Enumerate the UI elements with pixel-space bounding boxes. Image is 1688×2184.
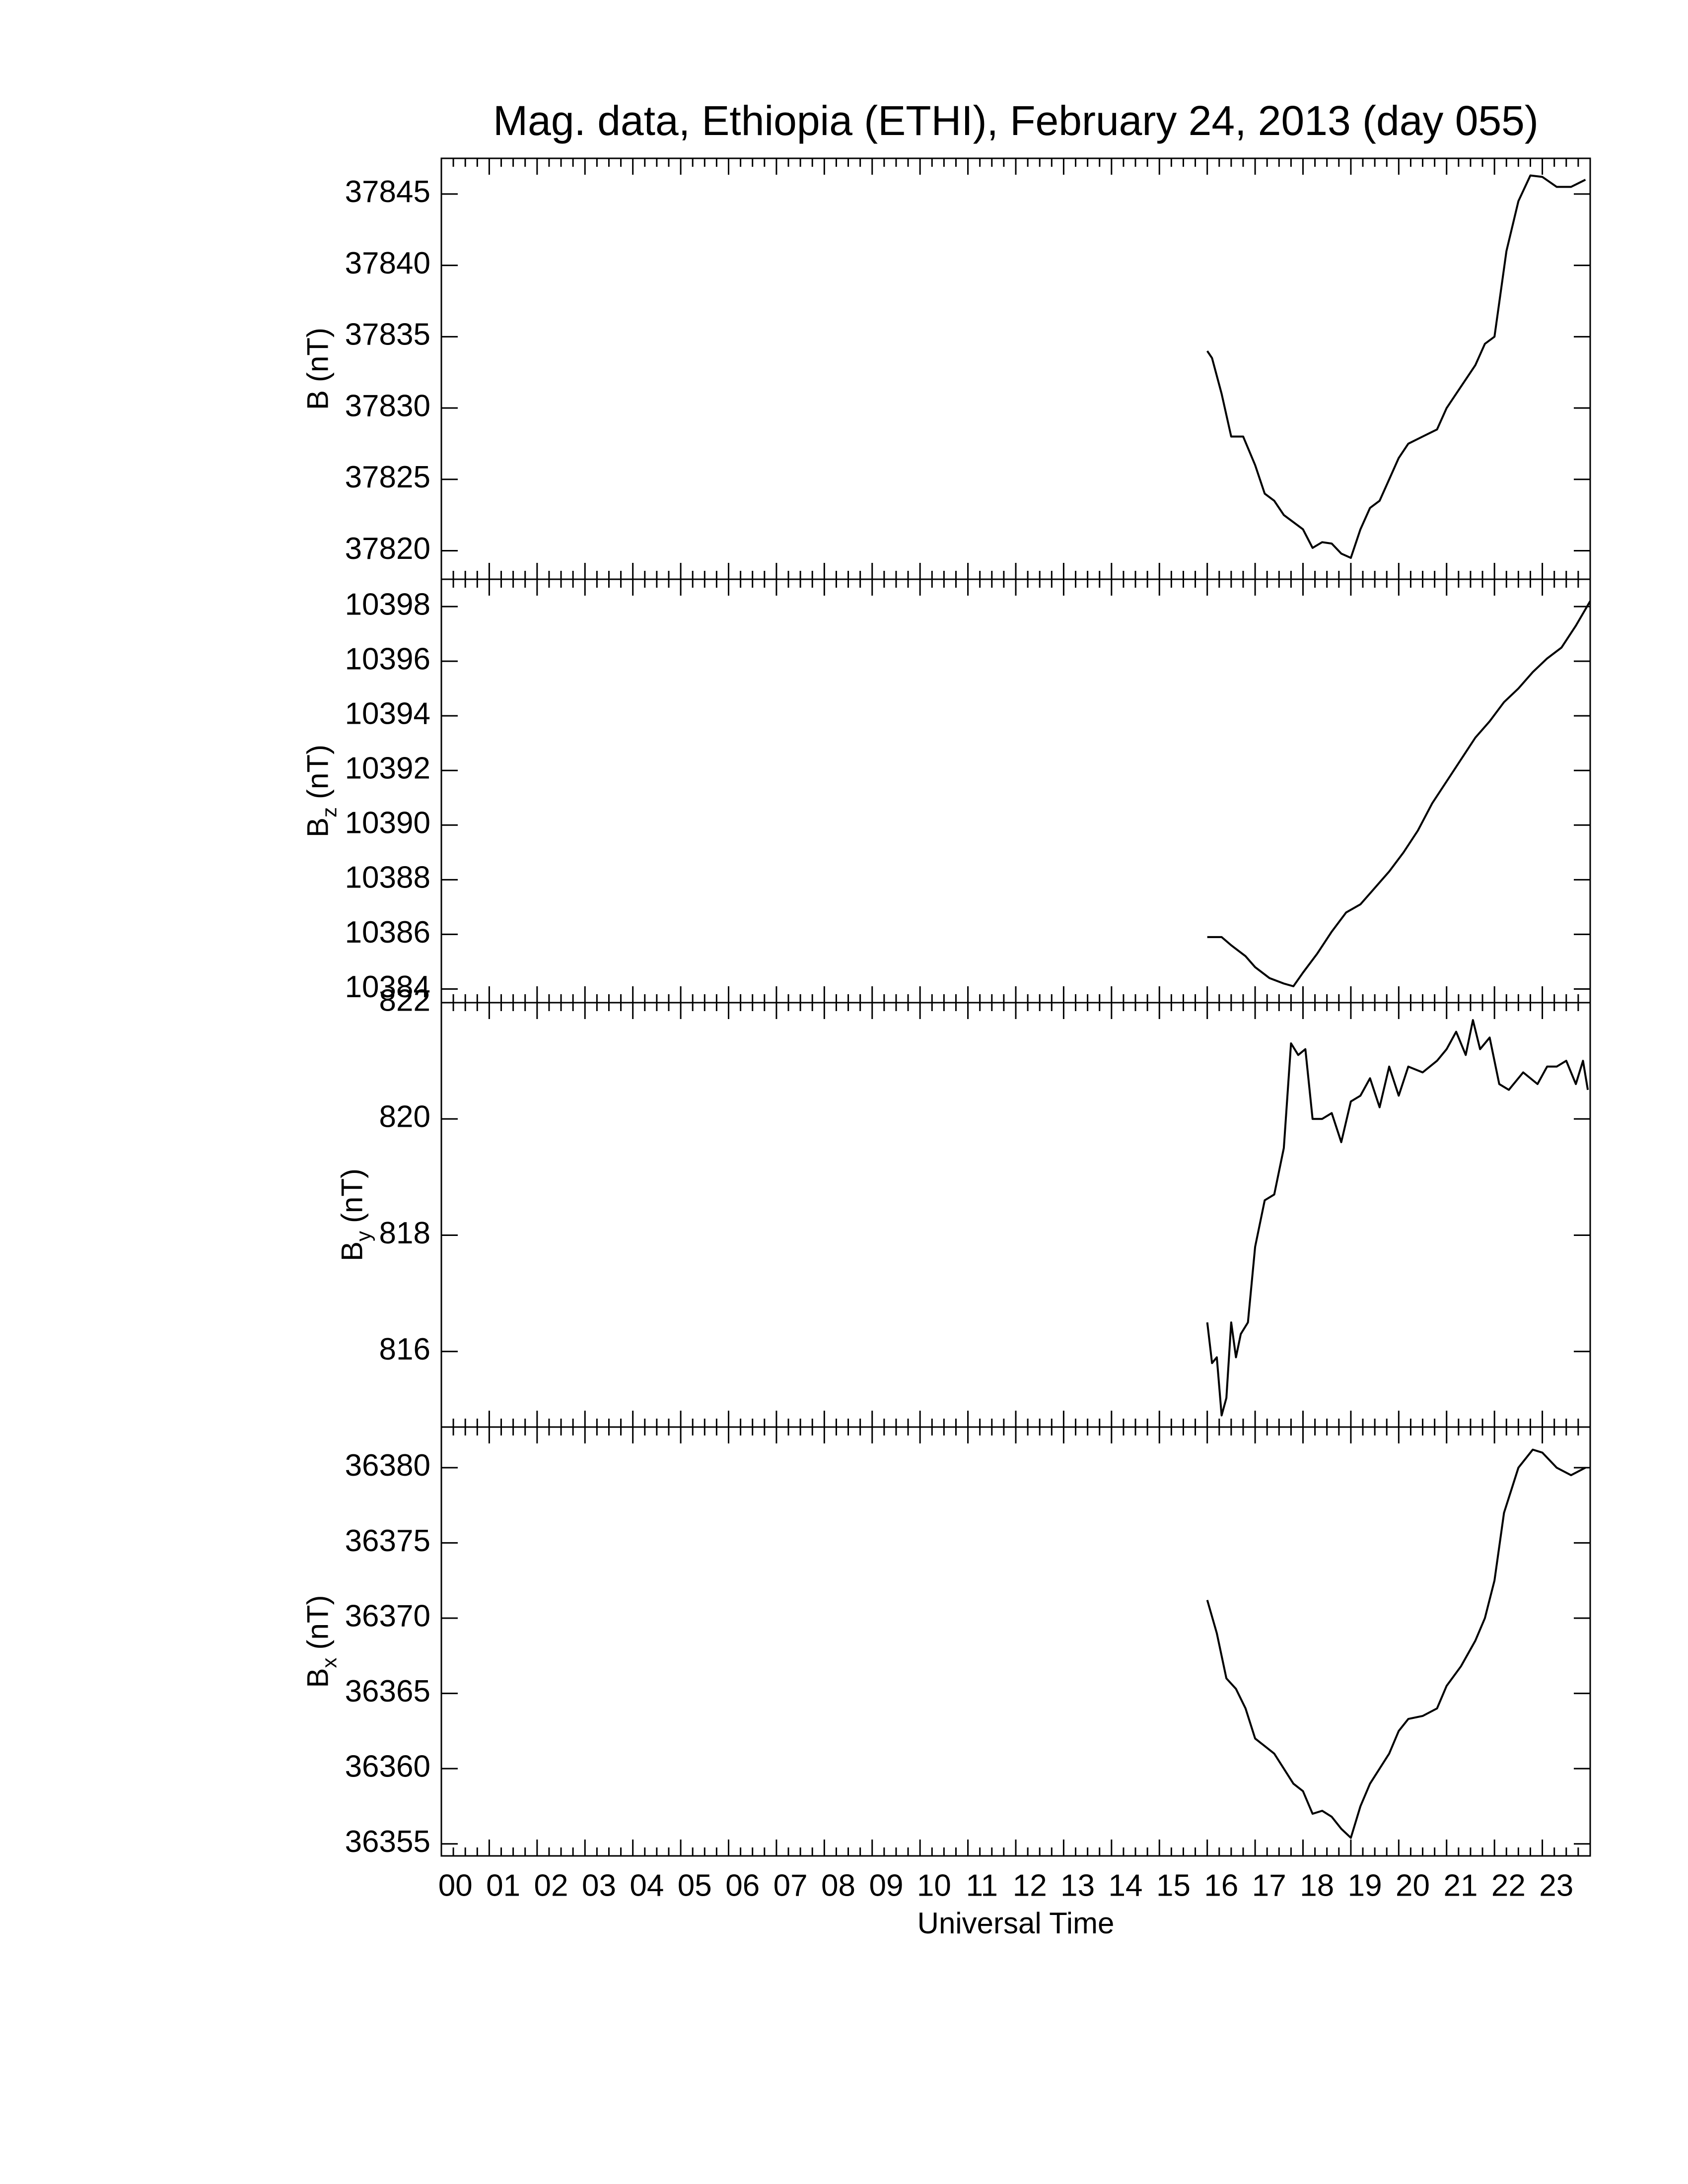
x-tick-label: 18 <box>1300 1868 1334 1903</box>
x-tick-label: 21 <box>1443 1868 1477 1903</box>
y-tick-label: 10392 <box>345 751 430 786</box>
x-tick-label: 14 <box>1109 1868 1143 1903</box>
x-axis-label: Universal Time <box>917 1907 1115 1940</box>
x-tick-label: 03 <box>582 1868 616 1903</box>
x-tick-label: 16 <box>1204 1868 1238 1903</box>
y-tick-label: 37840 <box>345 246 430 280</box>
x-tick-label: 01 <box>486 1868 520 1903</box>
y-tick-label: 10396 <box>345 642 430 676</box>
y-label-symbol: B <box>301 818 334 837</box>
y-tick-label: 10394 <box>345 697 430 731</box>
x-tick-label: 12 <box>1013 1868 1047 1903</box>
y-label-unit: (nT) <box>335 1168 368 1223</box>
y-tick-label: 37825 <box>345 460 430 494</box>
data-line <box>1206 1019 1589 1417</box>
x-tick-label: 17 <box>1252 1868 1286 1903</box>
x-tick-label: 23 <box>1539 1868 1573 1903</box>
x-tick-label: 10 <box>917 1868 951 1903</box>
x-tick-label: 20 <box>1396 1868 1430 1903</box>
y-axis-label: By (nT) <box>335 1168 375 1261</box>
x-tick-label: 22 <box>1491 1868 1526 1903</box>
y-label-unit: (nT) <box>301 1595 334 1649</box>
x-tick-label: 02 <box>534 1868 568 1903</box>
x-tick-label: 04 <box>630 1868 664 1903</box>
y-tick-label: 10398 <box>345 587 430 621</box>
data-line <box>1206 1448 1586 1839</box>
y-tick-label: 822 <box>379 983 430 1018</box>
x-tick-label: 08 <box>821 1868 855 1903</box>
x-tick-label: 05 <box>678 1868 712 1903</box>
x-tick-label: 19 <box>1348 1868 1382 1903</box>
figure-title: Mag. data, Ethiopia (ETHI), February 24,… <box>493 97 1539 144</box>
y-label-subscript: y <box>352 1231 375 1241</box>
y-axis-label: B (nT) <box>301 328 334 410</box>
y-label-symbol: B <box>335 1241 368 1261</box>
x-tick-label: 09 <box>869 1868 903 1903</box>
y-tick-label: 36370 <box>345 1599 430 1633</box>
y-axis-label: Bz (nT) <box>301 745 341 837</box>
data-line <box>1206 174 1586 559</box>
x-tick-label: 07 <box>774 1868 808 1903</box>
x-tick-label: 06 <box>725 1868 760 1903</box>
y-tick-label: 37845 <box>345 175 430 209</box>
y-tick-label: 816 <box>379 1332 430 1366</box>
y-tick-label: 36360 <box>345 1750 430 1784</box>
y-tick-label: 10390 <box>345 806 430 840</box>
y-axis-label: Bx (nT) <box>301 1595 341 1688</box>
y-tick-label: 36355 <box>345 1825 430 1859</box>
y-label-unit: (nT) <box>301 745 334 799</box>
y-tick-label: 37820 <box>345 532 430 566</box>
y-label-unit: (nT) <box>301 328 334 382</box>
x-tick-label: 11 <box>966 1868 998 1903</box>
y-tick-label: 36380 <box>345 1448 430 1483</box>
x-tick-label: 15 <box>1156 1868 1191 1903</box>
data-line <box>1207 600 1591 987</box>
y-label-subscript: z <box>318 807 341 818</box>
y-tick-label: 820 <box>379 1100 430 1134</box>
y-label-symbol: B <box>301 1668 334 1688</box>
y-tick-label: 36375 <box>345 1524 430 1558</box>
x-tick-label: 00 <box>438 1868 473 1903</box>
y-tick-label: 818 <box>379 1216 430 1250</box>
y-label-subscript: x <box>318 1657 341 1668</box>
y-tick-label: 37830 <box>345 389 430 423</box>
y-tick-label: 10386 <box>345 915 430 950</box>
y-tick-label: 10384 <box>345 970 430 1004</box>
y-label-symbol: B <box>301 390 334 410</box>
y-tick-label: 36365 <box>345 1674 430 1708</box>
y-tick-label: 37835 <box>345 318 430 352</box>
x-tick-label: 13 <box>1060 1868 1095 1903</box>
y-tick-label: 10388 <box>345 861 430 895</box>
